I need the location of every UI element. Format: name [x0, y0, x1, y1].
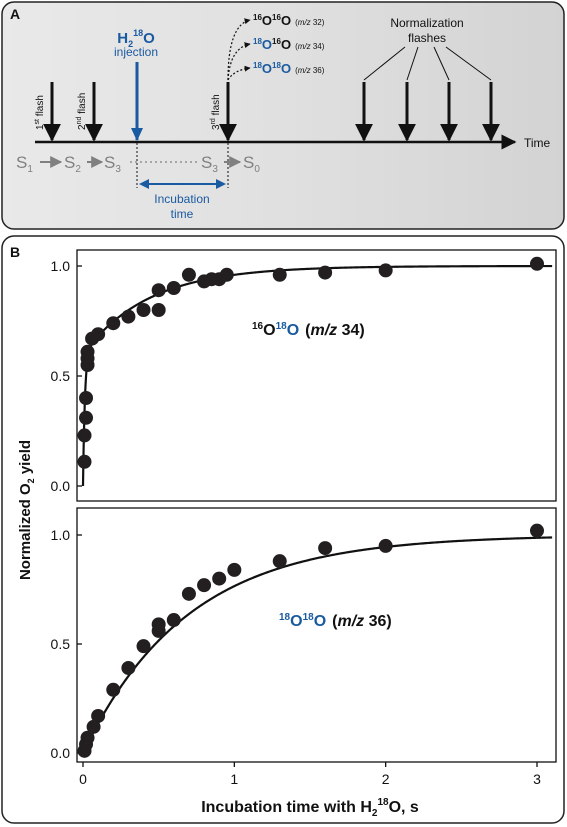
xtick-label: 3	[533, 771, 541, 787]
data-point	[318, 541, 333, 556]
state-s3: S3	[104, 153, 121, 175]
data-point	[530, 256, 544, 271]
data-point	[86, 719, 101, 734]
xtick-label: 0	[79, 771, 87, 787]
normalization-pointer-3	[433, 46, 450, 81]
data-point	[136, 303, 151, 317]
x-axis-label: Incubation time with H218O, s	[201, 797, 419, 819]
normalization-pointer-4	[445, 46, 492, 81]
data-point	[378, 263, 393, 278]
ytick-label: 0.0	[51, 478, 71, 494]
svg-text:16O16O(m/z 32): 16O16O (m/z 32)	[253, 13, 325, 28]
ytick-label: 0.5	[51, 368, 71, 384]
panel-a-letter: A	[10, 6, 20, 22]
product-arrow-36	[227, 65, 251, 81]
data-point	[106, 682, 121, 697]
state-s1: S1	[16, 153, 33, 175]
points-34	[77, 256, 544, 469]
data-point	[80, 730, 95, 745]
data-point	[151, 303, 166, 317]
plot-bottom-ticks: 0.0 0.5 1.0 0 1 2 3	[51, 527, 542, 787]
svg-text:Normalized O2 yield: Normalized O2 yield	[17, 440, 36, 580]
s-states: S1 S2 S3 S3 S0	[16, 153, 260, 175]
ytick-label: 0.0	[51, 745, 71, 761]
panel-b-letter: B	[10, 244, 20, 260]
series-label-36: 18O18O (m/z 36)	[279, 612, 392, 630]
xtick-label: 1	[230, 771, 238, 787]
series-label-34: 16O18O (m/z 34)	[252, 321, 365, 339]
data-point	[79, 391, 94, 405]
data-point	[166, 613, 181, 628]
state-s2: S2	[64, 153, 81, 175]
data-point	[227, 562, 242, 577]
panel-a-frame	[1, 1, 565, 230]
data-point	[318, 265, 333, 280]
data-point	[378, 538, 393, 553]
normalization-label-1: Normalization	[390, 16, 463, 30]
plot-top: 0.0 0.5 1.0 16O18O (m/z 34)	[51, 249, 557, 502]
injection-label: injection	[114, 45, 158, 59]
incubation-label-1: Incubation	[154, 192, 209, 206]
incubation-label-2: time	[171, 207, 194, 221]
data-point	[121, 309, 136, 324]
svg-text:3rd flash: 3rd flash	[210, 94, 222, 130]
normalization-label-2: flashes	[408, 31, 446, 45]
data-point	[77, 428, 92, 443]
product-32: 16O16O (m/z 32)	[253, 13, 325, 28]
time-axis-label: Time	[524, 136, 551, 150]
data-point	[121, 660, 136, 675]
data-point	[91, 708, 106, 723]
data-point	[151, 617, 166, 632]
data-point	[181, 267, 196, 282]
svg-text:1st flash: 1st flash	[34, 95, 46, 130]
data-point	[530, 523, 544, 538]
data-point	[181, 586, 196, 601]
injection-arrowhead	[131, 128, 143, 141]
data-point	[219, 267, 234, 282]
data-point	[197, 578, 212, 593]
flash-2-label: 2nd flash	[76, 93, 88, 130]
plot-top-yticks: 0.0 0.5 1.0	[51, 258, 82, 494]
svg-text:18O16O(m/z 34): 18O16O (m/z 34)	[253, 37, 325, 52]
data-point	[272, 554, 287, 569]
injection-formula: H218O	[117, 28, 155, 49]
data-point	[151, 283, 166, 298]
data-point	[106, 316, 121, 331]
state-s0: S0	[243, 153, 260, 175]
data-point	[80, 344, 95, 359]
panel-a: A Time 1st flash 2nd flash 3rd flash H21…	[1, 1, 565, 230]
flash-3-label: 3rd flash	[210, 94, 222, 130]
data-point	[79, 410, 94, 425]
data-point	[272, 267, 287, 282]
plot-bottom-frame	[76, 507, 557, 763]
data-point	[212, 571, 227, 586]
plot-bottom: 0.0 0.5 1.0 0 1 2 3 18O18O (m/z 36)	[51, 507, 557, 787]
data-point	[77, 454, 92, 469]
xtick-label: 2	[382, 771, 390, 787]
product-arrow-34	[227, 42, 251, 81]
flash-1-label: 1st flash	[34, 95, 46, 130]
points-36	[77, 523, 544, 758]
normalization-pointer-1	[363, 46, 406, 81]
panel-b: B Normalized O2 yield 0.0 0.5 1.0 16O18O (m…	[1, 235, 565, 824]
data-point	[91, 327, 106, 342]
ytick-label: 1.0	[51, 527, 71, 543]
product-34: 18O16O (m/z 34)	[253, 37, 325, 52]
ytick-label: 0.5	[51, 636, 71, 652]
state-s3b: S3	[201, 153, 218, 175]
panel-b-frame	[1, 235, 565, 824]
data-point	[166, 281, 181, 295]
ytick-label: 1.0	[51, 258, 71, 274]
product-36: 18O18O (m/z 36)	[253, 61, 325, 76]
svg-text:18O18O(m/z 36): 18O18O (m/z 36)	[253, 61, 325, 76]
product-arrow-32	[227, 18, 251, 81]
svg-text:2nd flash: 2nd flash	[76, 93, 88, 130]
normalization-pointer-2	[406, 46, 419, 81]
y-axis-label: Normalized O2 yield	[17, 440, 36, 580]
data-point	[136, 639, 151, 654]
